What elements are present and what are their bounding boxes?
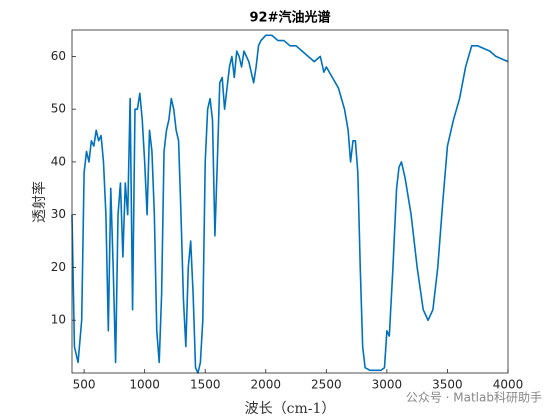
plot-area: 500 1000 1500 2000 2500 3000 3500 4000 10 20 30 40 5… — [51, 29, 524, 392]
chart-title: 92#汽油光谱 — [250, 10, 331, 26]
x-tick-label: 500 — [73, 378, 96, 392]
x-axis-label: 波长（cm-1） — [245, 401, 336, 417]
y-axis-label: 透射率 — [31, 181, 48, 223]
y-tick-label: 20 — [51, 260, 66, 274]
y-tick-label: 10 — [51, 313, 66, 327]
y-tick-label: 40 — [51, 154, 66, 168]
axes-box — [71, 29, 509, 374]
x-tick-label: 1500 — [190, 378, 221, 392]
y-tick-label: 30 — [51, 207, 66, 221]
x-tick-label: 4000 — [493, 378, 524, 392]
x-tick-label: 2000 — [251, 378, 282, 392]
watermark: 公众号 · Matlab科研助手 — [406, 391, 542, 405]
x-tick-label: 3000 — [372, 378, 403, 392]
spectrum-line — [71, 34, 509, 374]
x-tick-label: 3500 — [432, 378, 463, 392]
y-tick-label: 50 — [51, 102, 66, 116]
x-tick-label: 2500 — [311, 378, 342, 392]
x-tick-label: 1000 — [129, 378, 160, 392]
y-tick-label: 60 — [51, 49, 66, 63]
